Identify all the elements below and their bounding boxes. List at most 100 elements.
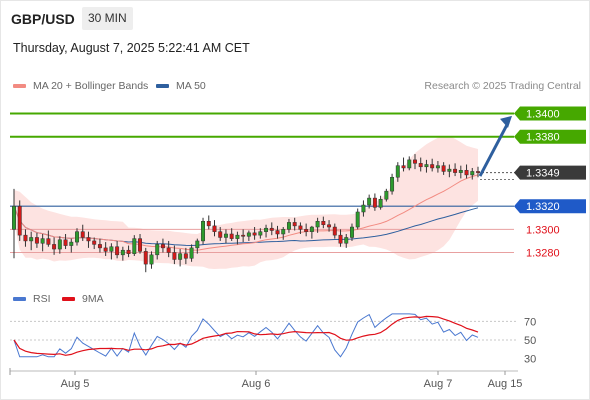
timestamp-label: Thursday, August 7, 2025 5:22:41 AM CET: [13, 41, 250, 55]
candle-body: [309, 226, 314, 232]
candle-body: [149, 254, 154, 265]
candle-body: [458, 170, 463, 173]
candle-body: [258, 231, 263, 236]
candle-body: [315, 220, 320, 228]
timeframe-selector[interactable]: 30 MIN: [82, 7, 133, 30]
ma20-legend-label: MA 20 + Bollinger Bands: [33, 80, 149, 92]
candle-body: [418, 163, 423, 168]
candle-body: [435, 165, 440, 169]
candle-body: [103, 247, 108, 252]
candle-body: [464, 170, 469, 176]
legend-rsi: RSI: [13, 293, 51, 305]
candle-body: [115, 246, 120, 256]
target-price-tag: [514, 129, 586, 144]
candle-body: [126, 249, 131, 254]
ma20-swatch: [13, 84, 26, 88]
candle-body: [304, 229, 309, 232]
candle-body: [470, 171, 475, 176]
candle-body: [447, 168, 452, 172]
chart-header: GBP/USD 30 MIN: [0, 0, 590, 36]
candle-body: [109, 246, 114, 252]
candle-body: [97, 244, 102, 249]
candle-body: [407, 159, 412, 169]
candle-body: [430, 164, 435, 169]
candle-body: [350, 226, 354, 238]
bollinger-band-fill: [14, 136, 478, 269]
candle-body: [361, 204, 366, 213]
target-price-tag: [514, 106, 586, 121]
forecast-arrow-head: [500, 115, 512, 128]
pivot-price-tag: [514, 199, 586, 214]
candle-body: [298, 225, 303, 230]
candle-body: [252, 232, 257, 236]
candle-body: [143, 251, 148, 265]
candle-body: [476, 171, 480, 173]
candle-body: [34, 237, 39, 244]
candle-body: [189, 247, 194, 259]
candle-body: [384, 190, 389, 200]
candle-body: [223, 233, 228, 238]
candle-body: [23, 234, 28, 242]
candle-body: [246, 232, 251, 237]
last-price-label: 1.3349: [526, 168, 560, 180]
candle-body: [441, 165, 446, 172]
candle-body: [395, 165, 400, 178]
pivot-price-label: 1.3320: [526, 201, 560, 213]
candle-body: [29, 237, 34, 242]
candle-body: [286, 222, 291, 230]
candle-body: [12, 205, 16, 230]
legend-ma50: MA 50: [156, 80, 206, 92]
candle-body: [275, 230, 280, 235]
time-axis-label: Aug 6: [242, 378, 271, 390]
candle-body: [413, 159, 417, 164]
legend-9ma: 9MA: [62, 293, 104, 305]
candle-body: [120, 249, 125, 256]
ma9-legend-label: 9MA: [82, 293, 104, 305]
candle-body: [332, 226, 337, 236]
candle-body: [390, 176, 395, 192]
last-price-tag: [514, 165, 586, 180]
candle-body: [183, 253, 188, 259]
candle-body: [424, 164, 429, 168]
rsi-tick-label: 50: [524, 335, 536, 347]
support-level-label: 1.3300: [526, 224, 560, 236]
candle-body: [401, 165, 406, 169]
candle-body: [132, 238, 137, 254]
candle-body: [269, 227, 274, 231]
support-level-label: 1.3280: [526, 248, 560, 260]
candle-body: [201, 220, 206, 242]
candle-body: [160, 244, 165, 249]
candle-body: [17, 205, 22, 236]
candle-body: [86, 237, 91, 242]
candle-body: [372, 197, 377, 208]
candle-body: [229, 233, 234, 239]
candle-body: [57, 239, 62, 250]
candle-body: [92, 240, 97, 245]
candle-body: [155, 244, 160, 256]
legend-ma20: MA 20 + Bollinger Bands: [13, 80, 148, 92]
candle-body: [52, 244, 57, 250]
copyright-label: Research © 2025 Trading Central: [424, 80, 581, 92]
rsi-swatch: [13, 297, 26, 301]
candle-body: [40, 238, 45, 244]
time-axis-label: Aug 7: [424, 378, 453, 390]
candle-body: [206, 220, 211, 227]
candle-body: [264, 227, 269, 232]
ma50-swatch: [156, 84, 169, 88]
candle-body: [453, 168, 458, 173]
candle-body: [69, 241, 74, 246]
candle-body: [63, 239, 68, 246]
forecast-arrow-shaft: [478, 122, 510, 177]
candle-body: [292, 222, 297, 227]
candle-body: [218, 231, 223, 238]
candle-body: [178, 253, 183, 260]
ma20-line: [13, 174, 479, 251]
rsi-legend-label: RSI: [33, 293, 51, 305]
candle-body: [235, 234, 240, 239]
candle-body: [212, 225, 217, 232]
target-price-label: 1.3380: [526, 132, 560, 144]
candle-body: [241, 234, 246, 237]
candle-body: [355, 211, 360, 228]
target-price-label: 1.3400: [526, 109, 560, 121]
